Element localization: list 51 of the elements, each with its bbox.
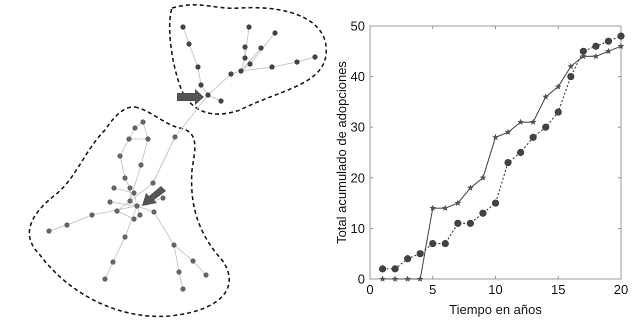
point <box>618 42 624 49</box>
point <box>617 32 625 40</box>
y-axis-title: Total acumulado de adopciones <box>334 60 349 244</box>
point <box>467 184 474 191</box>
point <box>542 124 550 131</box>
x-tick-label: 5 <box>429 282 436 297</box>
point <box>542 93 549 100</box>
point <box>555 83 562 90</box>
y-tick-label: 40 <box>350 69 365 84</box>
y-tick-label: 0 <box>358 272 365 286</box>
point <box>378 265 386 272</box>
point <box>530 134 537 141</box>
x-axis-title: Tiempo en años <box>449 302 542 317</box>
point <box>429 240 436 248</box>
point <box>416 250 424 258</box>
point <box>530 118 536 125</box>
point <box>442 240 449 248</box>
point <box>554 108 562 116</box>
y-tick-label: 30 <box>350 120 365 135</box>
point <box>480 174 486 181</box>
point <box>492 134 499 140</box>
point <box>592 52 600 60</box>
point <box>580 48 587 55</box>
point <box>404 276 411 282</box>
point <box>404 255 412 262</box>
point <box>392 276 398 282</box>
point <box>430 204 436 211</box>
x-tick-label: 20 <box>614 282 628 297</box>
point <box>479 210 487 217</box>
point <box>504 128 512 136</box>
point <box>604 38 612 45</box>
point <box>392 265 399 272</box>
point <box>454 220 462 227</box>
point <box>517 148 524 156</box>
x-tick-label: 10 <box>488 282 503 297</box>
y-tick-label: 20 <box>350 170 365 186</box>
point <box>416 276 424 282</box>
y-tick-label: 50 <box>350 18 365 34</box>
point <box>567 73 574 80</box>
point <box>466 220 474 227</box>
point <box>442 204 449 211</box>
point <box>504 159 512 166</box>
point <box>517 118 524 125</box>
point <box>454 200 462 206</box>
point <box>492 200 500 207</box>
point <box>605 48 612 54</box>
x-tick-label: 15 <box>551 282 566 297</box>
point <box>379 276 386 282</box>
point <box>568 63 574 70</box>
y-tick-label: 10 <box>350 220 365 236</box>
point <box>592 42 600 50</box>
